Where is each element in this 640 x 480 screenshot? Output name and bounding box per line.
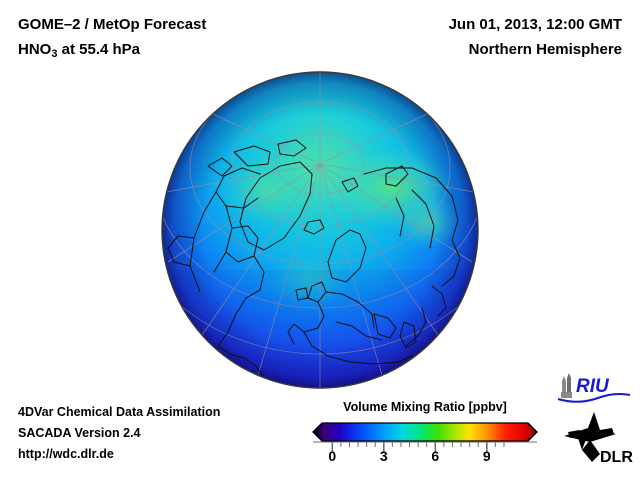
dlr-wordmark: DLR <box>600 449 633 466</box>
colorbar-scale <box>312 422 538 452</box>
colorbar-tick-label: 9 <box>482 448 491 464</box>
colorbar-gradient <box>312 422 538 442</box>
colorbar-title: Volume Mixing Ratio [ppbv] <box>343 400 507 414</box>
region-label: Northern Hemisphere <box>468 41 622 58</box>
credit-line-version: SACADA Version 2.4 <box>18 426 141 440</box>
riu-logo: RIU <box>556 372 634 404</box>
coastlines <box>167 139 461 379</box>
dlr-logo: DLR <box>560 410 636 468</box>
globe-outline <box>161 71 479 389</box>
credit-line-url: http://wdc.dlr.de <box>18 447 114 461</box>
riu-wordmark: RIU <box>576 376 610 397</box>
field-dither <box>162 270 478 388</box>
header-title-block: GOME–2 / MetOp Forecast HNO3 at 55.4 hPa <box>18 12 206 64</box>
pressure-level-label: at 55.4 hPa <box>57 41 141 58</box>
colorbar-tick-label: 6 <box>431 448 440 464</box>
colorbar: Volume Mixing Ratio [ppbv] 0 3 6 9 <box>305 400 545 470</box>
credit-line-method: 4DVar Chemical Data Assimilation <box>18 405 221 419</box>
product-title: GOME–2 / MetOp Forecast <box>18 16 207 33</box>
dlr-mark-icon <box>564 412 616 462</box>
colorbar-tick-label: 0 <box>328 448 337 464</box>
riu-swoosh-icon <box>557 393 631 403</box>
credits-block: 4DVar Chemical Data Assimilation SACADA … <box>18 402 220 465</box>
species-label: HNO <box>18 41 52 58</box>
colorbar-ticks <box>313 441 537 452</box>
header-meta-block: Jun 01, 2013, 12:00 GMT Northern Hemisph… <box>449 12 622 62</box>
globe-map <box>160 70 480 390</box>
species-subscript: 3 <box>51 48 58 60</box>
colorbar-tick-label: 3 <box>379 448 388 464</box>
forecast-datetime: Jun 01, 2013, 12:00 GMT <box>448 16 622 33</box>
species-level-title: HNO3 at 55.4 hPa <box>18 37 206 64</box>
graticule-parallels <box>162 72 478 355</box>
riu-tower-icon <box>561 373 572 398</box>
